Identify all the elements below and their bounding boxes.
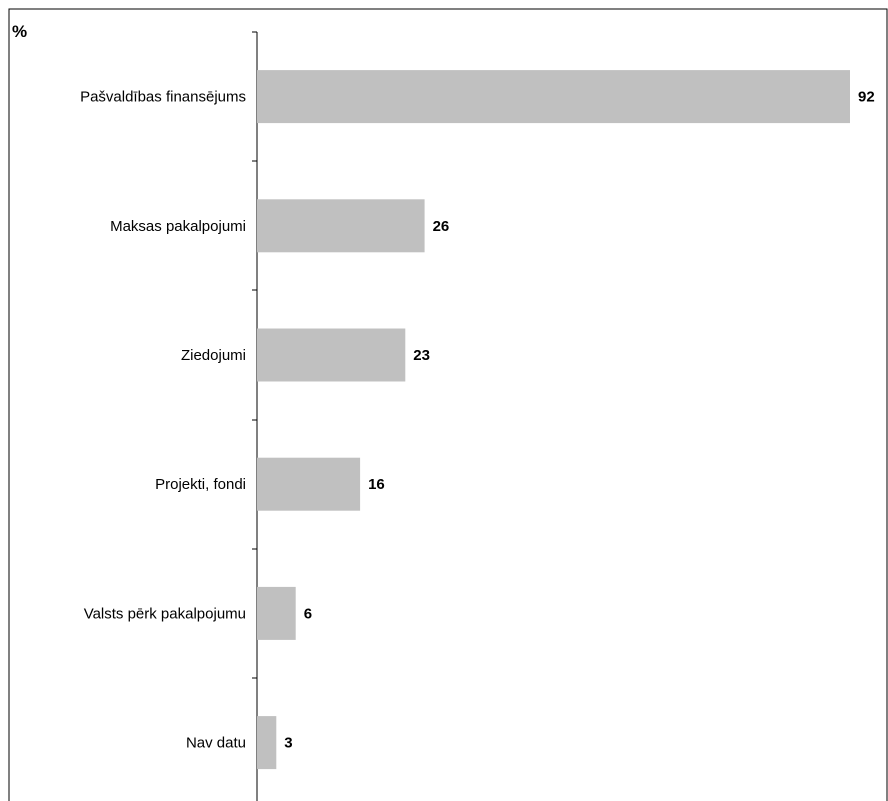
value-label: 92: [858, 89, 875, 106]
value-label: 3: [284, 735, 292, 752]
bar: [257, 70, 850, 124]
value-labels: 92 26 23 16 6 3: [284, 89, 874, 752]
category-label: Maksas pakalpojumi: [110, 218, 246, 235]
bar-series: [257, 70, 850, 770]
bar: [257, 716, 277, 770]
value-label: 6: [304, 605, 312, 622]
bar: [257, 199, 425, 253]
category-label: Nav datu: [186, 735, 246, 752]
bar: [257, 328, 406, 382]
bar: [257, 457, 361, 511]
value-label: 23: [413, 347, 430, 364]
category-labels: Pašvaldības finansējums Maksas pakalpojum…: [80, 89, 246, 752]
category-label: Projekti, fondi: [155, 476, 246, 493]
unit-label: %: [12, 22, 27, 41]
value-label: 16: [368, 476, 385, 493]
axis-ticks: [252, 31, 257, 679]
value-label: 26: [433, 218, 450, 235]
chart-frame: [8, 8, 888, 801]
category-label: Valsts pērk pakalpojumu: [84, 605, 246, 622]
bar: [257, 586, 296, 640]
category-label: Pašvaldības finansējums: [80, 89, 246, 106]
category-label: Ziedojumi: [181, 347, 246, 364]
